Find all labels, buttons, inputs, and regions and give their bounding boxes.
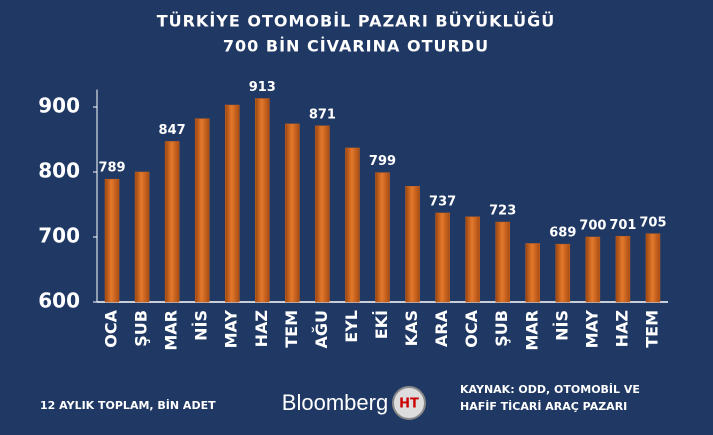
x-tick-label: TEM: [282, 310, 301, 348]
x-tick-label: EYL: [342, 310, 361, 343]
value-label: 689: [549, 226, 576, 241]
y-tick-label: 700: [38, 224, 80, 248]
value-label: 700: [579, 219, 606, 234]
bar: [375, 172, 390, 303]
x-tick-label: HAZ: [252, 310, 271, 347]
source: HAFİF TİCARİ ARAÇ PAZARI: [460, 399, 627, 413]
x-tick-label: EKİ: [372, 310, 391, 339]
x-tick-label: TEM: [642, 310, 661, 348]
bar: [555, 243, 571, 303]
value-label: 789: [98, 161, 125, 176]
bar: [104, 178, 120, 303]
source: KAYNAK: ODD, OTOMOBİL VE: [460, 382, 640, 396]
bar: [224, 104, 240, 303]
value-label: 723: [489, 204, 516, 219]
x-tick-label: ŞUB: [132, 310, 151, 347]
bar: [615, 236, 631, 303]
x-tick-label: MAR: [522, 310, 541, 351]
bar: [435, 212, 450, 303]
x-tick-label: NİS: [192, 310, 211, 341]
logo-text: HT: [399, 397, 419, 412]
brand: Bloomberg: [282, 390, 388, 415]
x-tick-label: HAZ: [612, 310, 631, 347]
x-tick-label: ŞUB: [492, 310, 511, 347]
x-tick-label: MAY: [582, 310, 601, 349]
bar: [585, 236, 601, 303]
x-tick-label: MAR: [162, 310, 181, 351]
bar: [495, 221, 510, 303]
x-tick-label: OCA: [462, 309, 481, 347]
bar: [255, 98, 270, 303]
bar: [194, 118, 210, 303]
y-tick-label: 900: [38, 94, 80, 118]
bar: [285, 123, 300, 303]
bar: [164, 141, 180, 303]
bar: [405, 186, 420, 303]
bar: [645, 233, 661, 303]
footnote: 12 AYLIK TOPLAM, BİN ADET: [40, 398, 216, 412]
value-label: 799: [369, 154, 396, 169]
value-label: 737: [429, 194, 456, 209]
x-tick-label: OCA: [102, 309, 121, 347]
y-tick-label: 600: [38, 289, 80, 313]
bar: [465, 216, 480, 303]
chart-title: 700 BİN CİVARINA OTURDU: [223, 37, 489, 56]
bar: [525, 243, 541, 303]
x-tick-label: AĞU: [312, 310, 331, 349]
bar: [315, 125, 330, 303]
x-tick-label: ARA: [432, 309, 451, 347]
x-tick-label: KAS: [402, 310, 421, 346]
value-label: 701: [609, 218, 636, 233]
x-tick-label: MAY: [222, 310, 241, 349]
x-tick-label: NİS: [552, 310, 571, 341]
y-tick-label: 800: [38, 159, 80, 183]
bar: [345, 147, 360, 303]
value-label: 705: [639, 215, 666, 230]
value-label: 847: [159, 123, 186, 138]
value-label: 913: [249, 80, 276, 95]
bar: [134, 171, 150, 303]
value-label: 871: [309, 107, 336, 122]
logo: [392, 386, 426, 420]
chart-title: TÜRKİYE OTOMOBİL PAZARI BÜYÜKLÜĞÜ: [157, 12, 556, 31]
